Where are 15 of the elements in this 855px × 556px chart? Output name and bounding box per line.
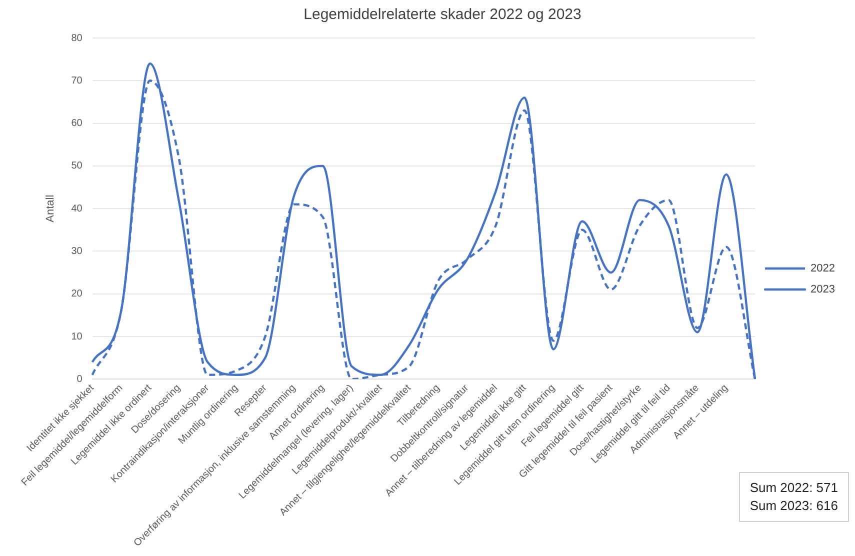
legend-label: 2023 bbox=[810, 284, 836, 296]
y-axis-title: Antall bbox=[44, 194, 57, 222]
legend-label: 2022 bbox=[810, 262, 836, 275]
chart-title: Legemiddelrelaterte skader 2022 og 2023 bbox=[304, 6, 582, 24]
y-tick-label: 60 bbox=[71, 118, 83, 130]
y-tick-label: 20 bbox=[71, 288, 83, 300]
y-tick-label: 50 bbox=[71, 160, 83, 172]
y-tick-label: 40 bbox=[71, 203, 83, 214]
text: Sum 2022: 571 bbox=[750, 479, 838, 497]
y-tick-label: 70 bbox=[71, 75, 83, 86]
y-tick-label: 30 bbox=[71, 246, 83, 257]
y-tick-label: 80 bbox=[71, 32, 83, 44]
y-tick-label: 10 bbox=[71, 331, 83, 342]
y-tick-label: 0 bbox=[76, 374, 83, 385]
text: Sum 2023: 616 bbox=[750, 497, 838, 515]
